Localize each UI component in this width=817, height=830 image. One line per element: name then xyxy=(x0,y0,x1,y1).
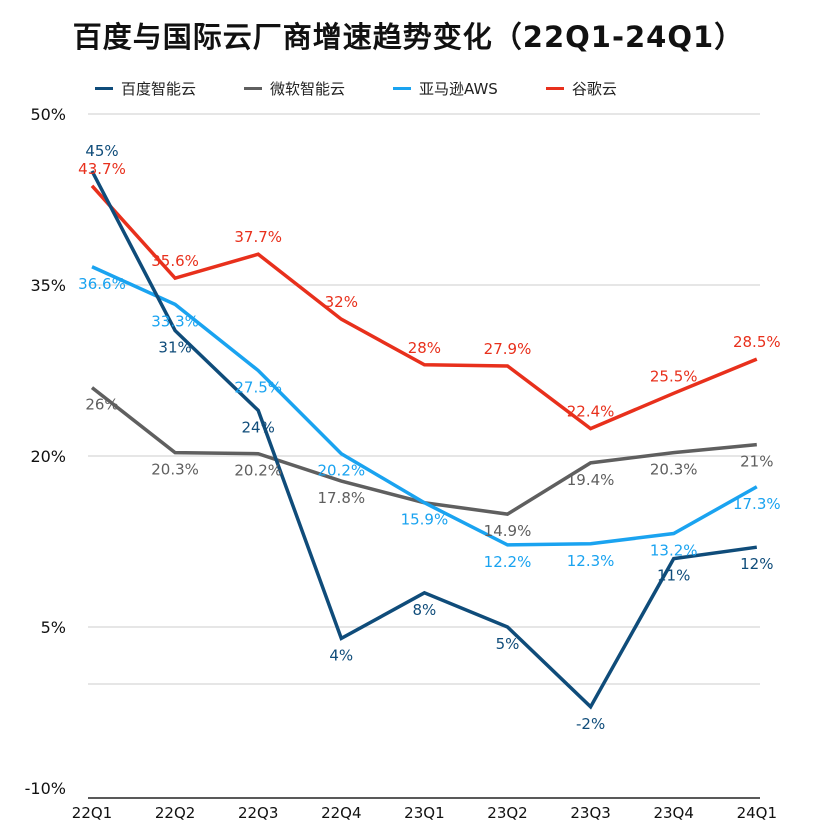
data-label: 36.6% xyxy=(78,275,126,293)
x-tick-label: 22Q1 xyxy=(72,804,112,822)
data-label: 21% xyxy=(740,453,773,471)
data-label: -2% xyxy=(576,715,605,733)
data-label: 24% xyxy=(242,418,275,436)
data-label: 14.9% xyxy=(484,522,532,540)
data-label: 28% xyxy=(408,339,441,357)
data-label: 37.7% xyxy=(234,228,282,246)
data-label: 33.3% xyxy=(151,312,199,330)
legend-label: 微软智能云 xyxy=(270,80,346,98)
legend: 百度智能云 微软智能云 亚马逊AWS 谷歌云 xyxy=(95,78,617,99)
data-label: 15.9% xyxy=(401,511,449,529)
series-line-1 xyxy=(90,386,757,516)
legend-label: 百度智能云 xyxy=(121,80,197,98)
x-tick-label: 22Q2 xyxy=(155,804,195,822)
data-label: 31% xyxy=(158,339,191,357)
y-tick-label: -10% xyxy=(25,779,66,798)
data-label: 35.6% xyxy=(151,252,199,270)
data-label: 17.3% xyxy=(733,495,781,513)
data-label: 20.3% xyxy=(650,461,698,479)
data-label: 27.9% xyxy=(484,340,532,358)
data-label: 17.8% xyxy=(317,489,365,507)
y-tick-label: 5% xyxy=(41,618,66,637)
data-label: 12% xyxy=(740,555,773,573)
x-tick-label: 23Q4 xyxy=(653,804,693,822)
data-label: 26% xyxy=(85,396,118,414)
data-label: 20.2% xyxy=(317,462,365,480)
data-label: 20.3% xyxy=(151,461,199,479)
data-label: 25.5% xyxy=(650,367,698,385)
legend-label: 谷歌云 xyxy=(571,80,617,98)
legend-item: 微软智能云 xyxy=(244,78,345,99)
data-label: 8% xyxy=(413,601,437,619)
legend-marker xyxy=(95,87,113,90)
data-label: 5% xyxy=(496,635,520,653)
x-tick-label: 23Q1 xyxy=(404,804,444,822)
data-label: 12.3% xyxy=(567,552,615,570)
series-line-2 xyxy=(91,265,758,547)
x-tick-label: 22Q4 xyxy=(321,804,361,822)
legend-item: 亚马逊AWS xyxy=(393,78,498,99)
x-tick-label: 22Q3 xyxy=(238,804,278,822)
data-label: 11% xyxy=(657,567,690,585)
data-label: 4% xyxy=(329,646,353,664)
data-label: 20.2% xyxy=(234,462,282,480)
data-label: 45% xyxy=(85,142,118,160)
y-tick-label: 50% xyxy=(30,105,66,124)
data-label: 19.4% xyxy=(567,471,615,489)
legend-marker xyxy=(545,87,564,90)
x-tick-label: 23Q3 xyxy=(570,804,610,822)
data-label: 43.7% xyxy=(78,160,126,178)
legend-marker xyxy=(393,87,412,90)
chart-title: 百度与国际云厂商增速趋势变化（22Q1-24Q1） xyxy=(72,20,745,54)
data-label: 32% xyxy=(325,293,358,311)
data-label: 27.5% xyxy=(234,379,282,397)
legend-item: 百度智能云 xyxy=(95,78,196,99)
legend-marker xyxy=(244,87,263,90)
data-label: 22.4% xyxy=(567,403,615,421)
data-label: 12.2% xyxy=(484,553,532,571)
x-tick-label: 24Q1 xyxy=(737,804,777,822)
legend-label: 亚马逊AWS xyxy=(419,80,498,98)
x-tick-label: 23Q2 xyxy=(487,804,527,822)
series-line-3 xyxy=(90,184,758,431)
y-tick-label: 35% xyxy=(30,276,66,295)
series-line-0 xyxy=(90,170,758,710)
legend-item: 谷歌云 xyxy=(545,78,617,99)
y-tick-label: 20% xyxy=(30,447,66,466)
data-label: 28.5% xyxy=(733,333,781,351)
data-label: 13.2% xyxy=(650,542,698,560)
